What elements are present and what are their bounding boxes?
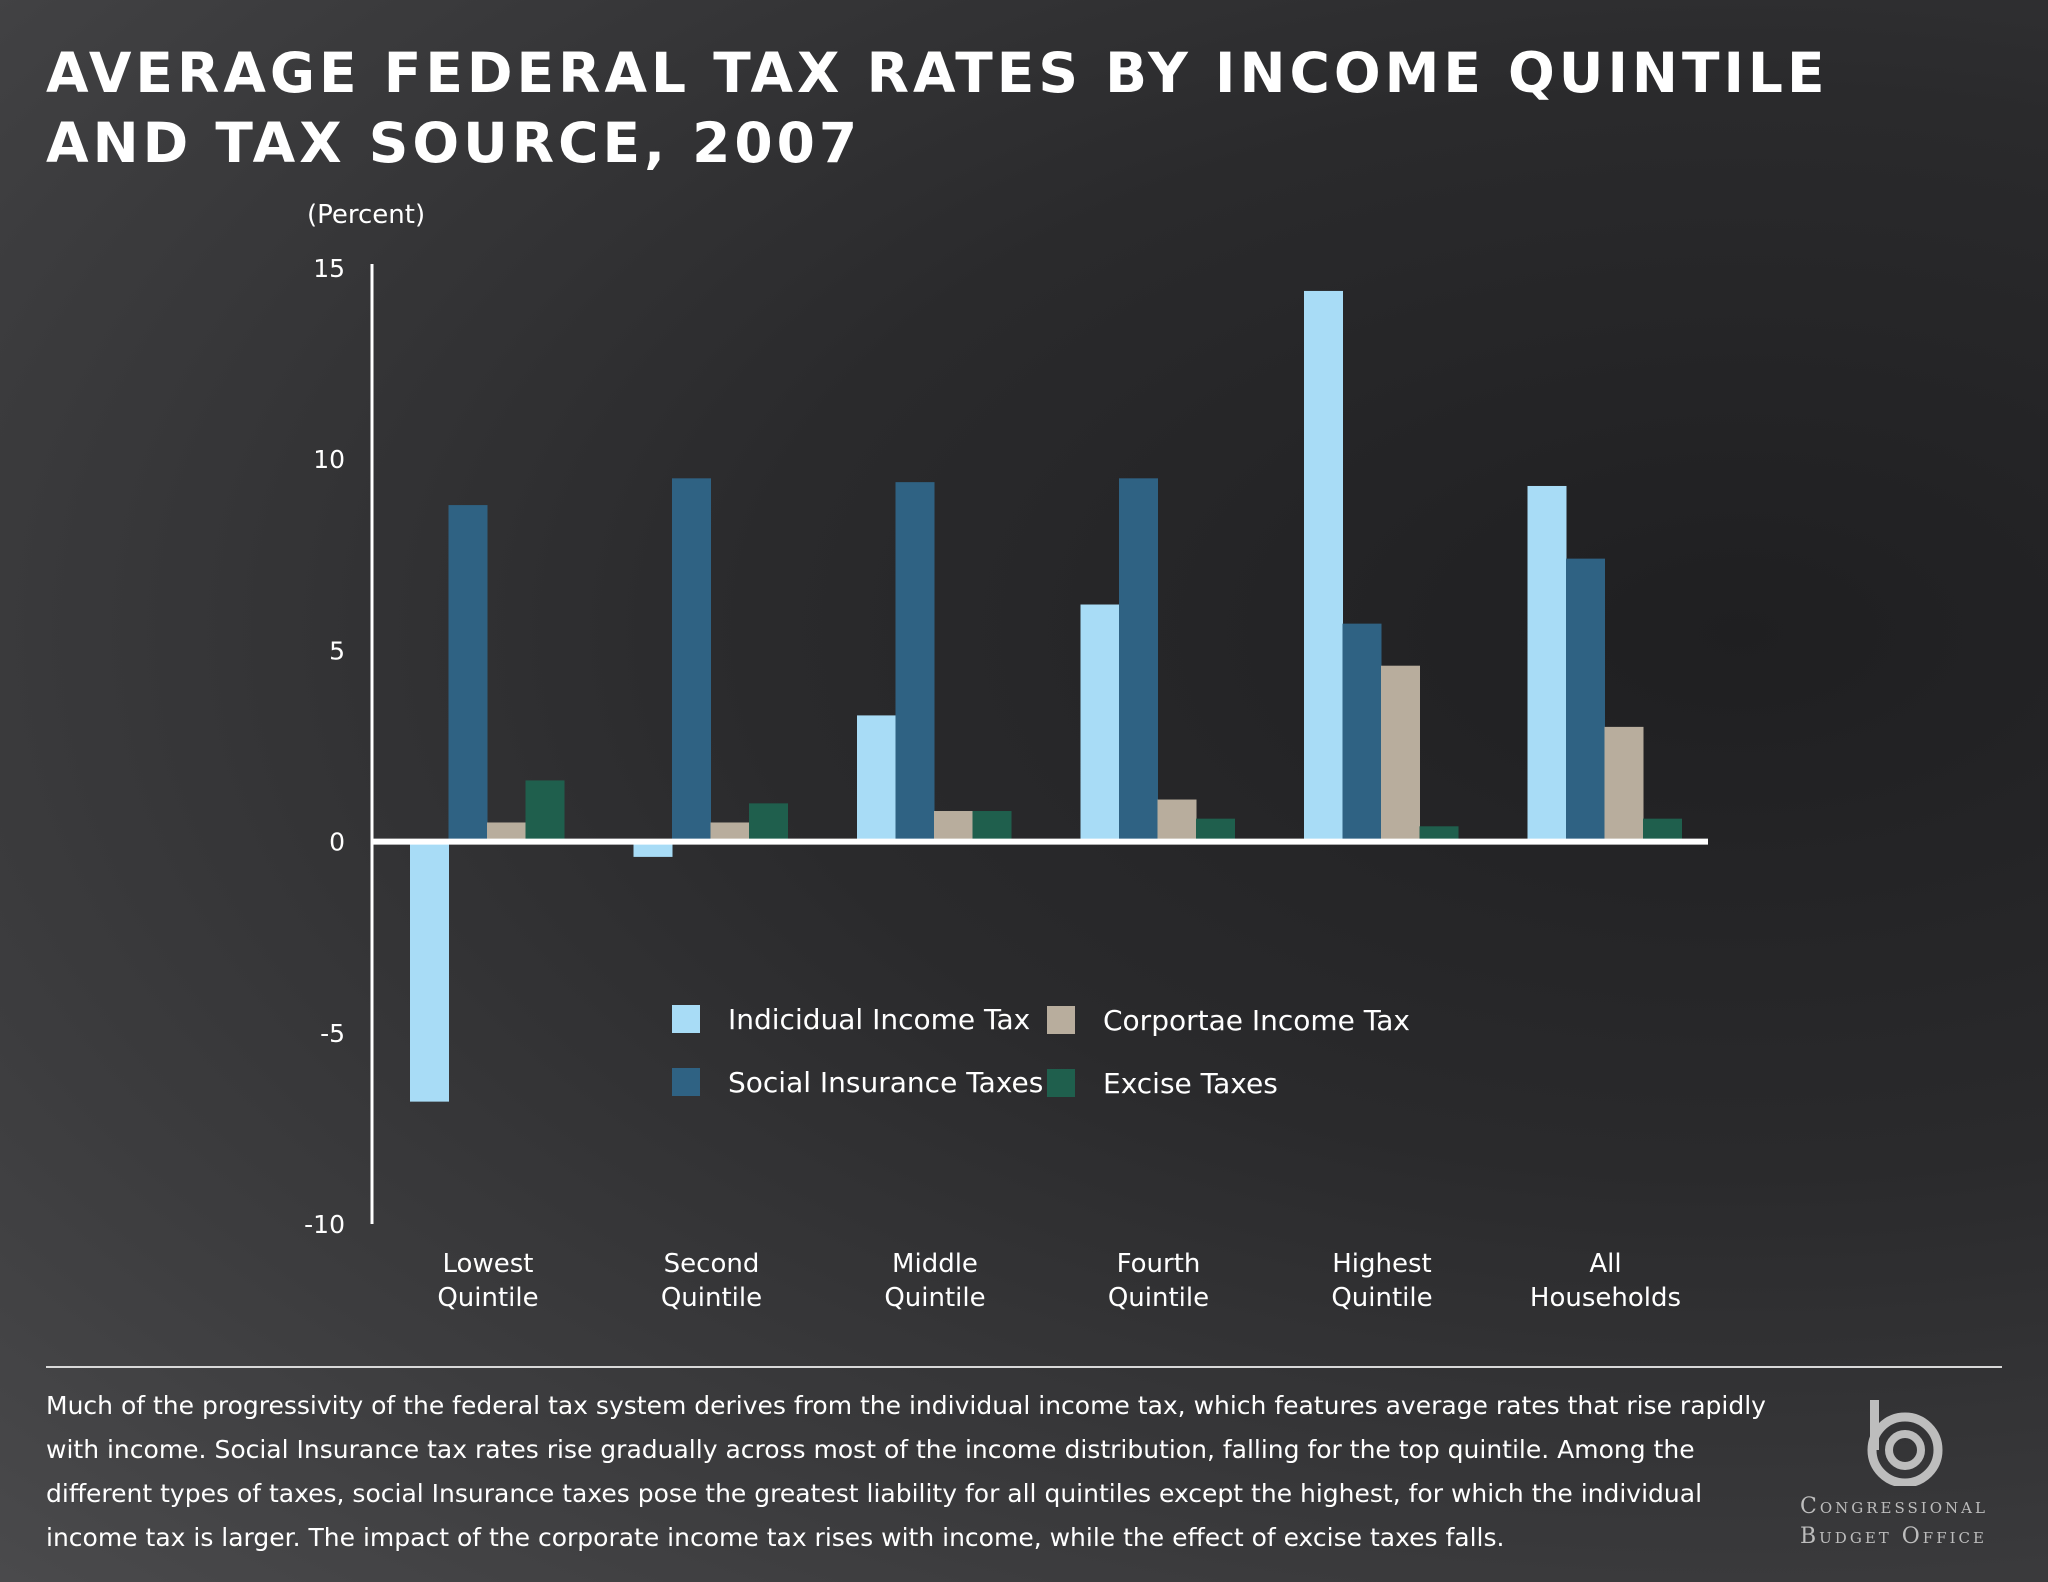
legend-label: Indicidual Income Tax [728, 1003, 1030, 1036]
bar [710, 822, 750, 842]
chart-title: AVERAGE FEDERAL TAX RATES BY INCOME QUIN… [46, 38, 1829, 178]
chart-caption: Much of the progressivity of the federal… [46, 1391, 1766, 1552]
legend-label: Excise Taxes [1103, 1067, 1278, 1100]
x-tick-label: Lowest Quintile [437, 1249, 538, 1313]
bar [448, 505, 488, 842]
legend-label: Social Insurance Taxes [728, 1066, 1043, 1099]
bar [934, 811, 973, 842]
bar [410, 841, 449, 1102]
caption-divider [46, 1366, 2002, 1368]
x-tick-label: Middle Quintile [884, 1249, 985, 1313]
cbo-logo-text: Congressional Budget Office [1800, 1492, 2010, 1552]
y-tick-label: 0 [329, 828, 345, 857]
y-tick-label: 5 [329, 636, 345, 665]
cbo-logo-line-1: Congressional [1800, 1494, 1988, 1519]
bar [633, 841, 673, 857]
bar [1643, 818, 1682, 842]
cbo-logo-line-2: Budget Office [1800, 1524, 1987, 1549]
bar [1381, 665, 1420, 842]
y-tick-label: 15 [313, 254, 345, 283]
cbo-logo-icon [1867, 1400, 1943, 1486]
y-tick-label: -5 [320, 1019, 345, 1048]
chart-title-line-2: AND TAX SOURCE, 2007 [46, 111, 862, 175]
y-tick-label: 10 [313, 445, 345, 474]
legend-label: Corportae Income Tax [1103, 1004, 1410, 1037]
bar [1157, 799, 1197, 842]
bar [672, 478, 711, 842]
bar [895, 482, 935, 842]
legend-swatch [1047, 1069, 1075, 1097]
bar [1566, 558, 1605, 842]
chart-title-line-1: AVERAGE FEDERAL TAX RATES BY INCOME QUIN… [46, 41, 1829, 105]
bar [749, 803, 788, 842]
bar-chart: (Percent) 15 10 5 0 -5 -10 Lowest Quintile Second… [304, 200, 1682, 1313]
y-tick-label: -10 [304, 1210, 345, 1239]
bar [1080, 604, 1120, 842]
bar [1604, 726, 1644, 842]
bar [1342, 623, 1382, 842]
legend-swatch [672, 1005, 700, 1033]
legend-swatch [1047, 1006, 1075, 1034]
bar [1304, 290, 1343, 842]
x-tick-label: Second Quintile [661, 1249, 762, 1313]
bar [1119, 478, 1158, 842]
bar [1527, 485, 1567, 842]
bar [1196, 818, 1235, 842]
legend-swatch [672, 1068, 700, 1096]
cbo-logo: Congressional Budget Office [1800, 1400, 2010, 1560]
x-tick-label: Fourth Quintile [1108, 1249, 1209, 1313]
y-axis-label: (Percent) [307, 200, 425, 230]
bar [1419, 826, 1459, 842]
bar [487, 822, 526, 842]
bar [857, 715, 896, 842]
bar [972, 811, 1012, 842]
bar [525, 780, 565, 842]
x-tick-label: All Households [1530, 1249, 1681, 1313]
x-tick-label: Highest Quintile [1331, 1249, 1432, 1313]
